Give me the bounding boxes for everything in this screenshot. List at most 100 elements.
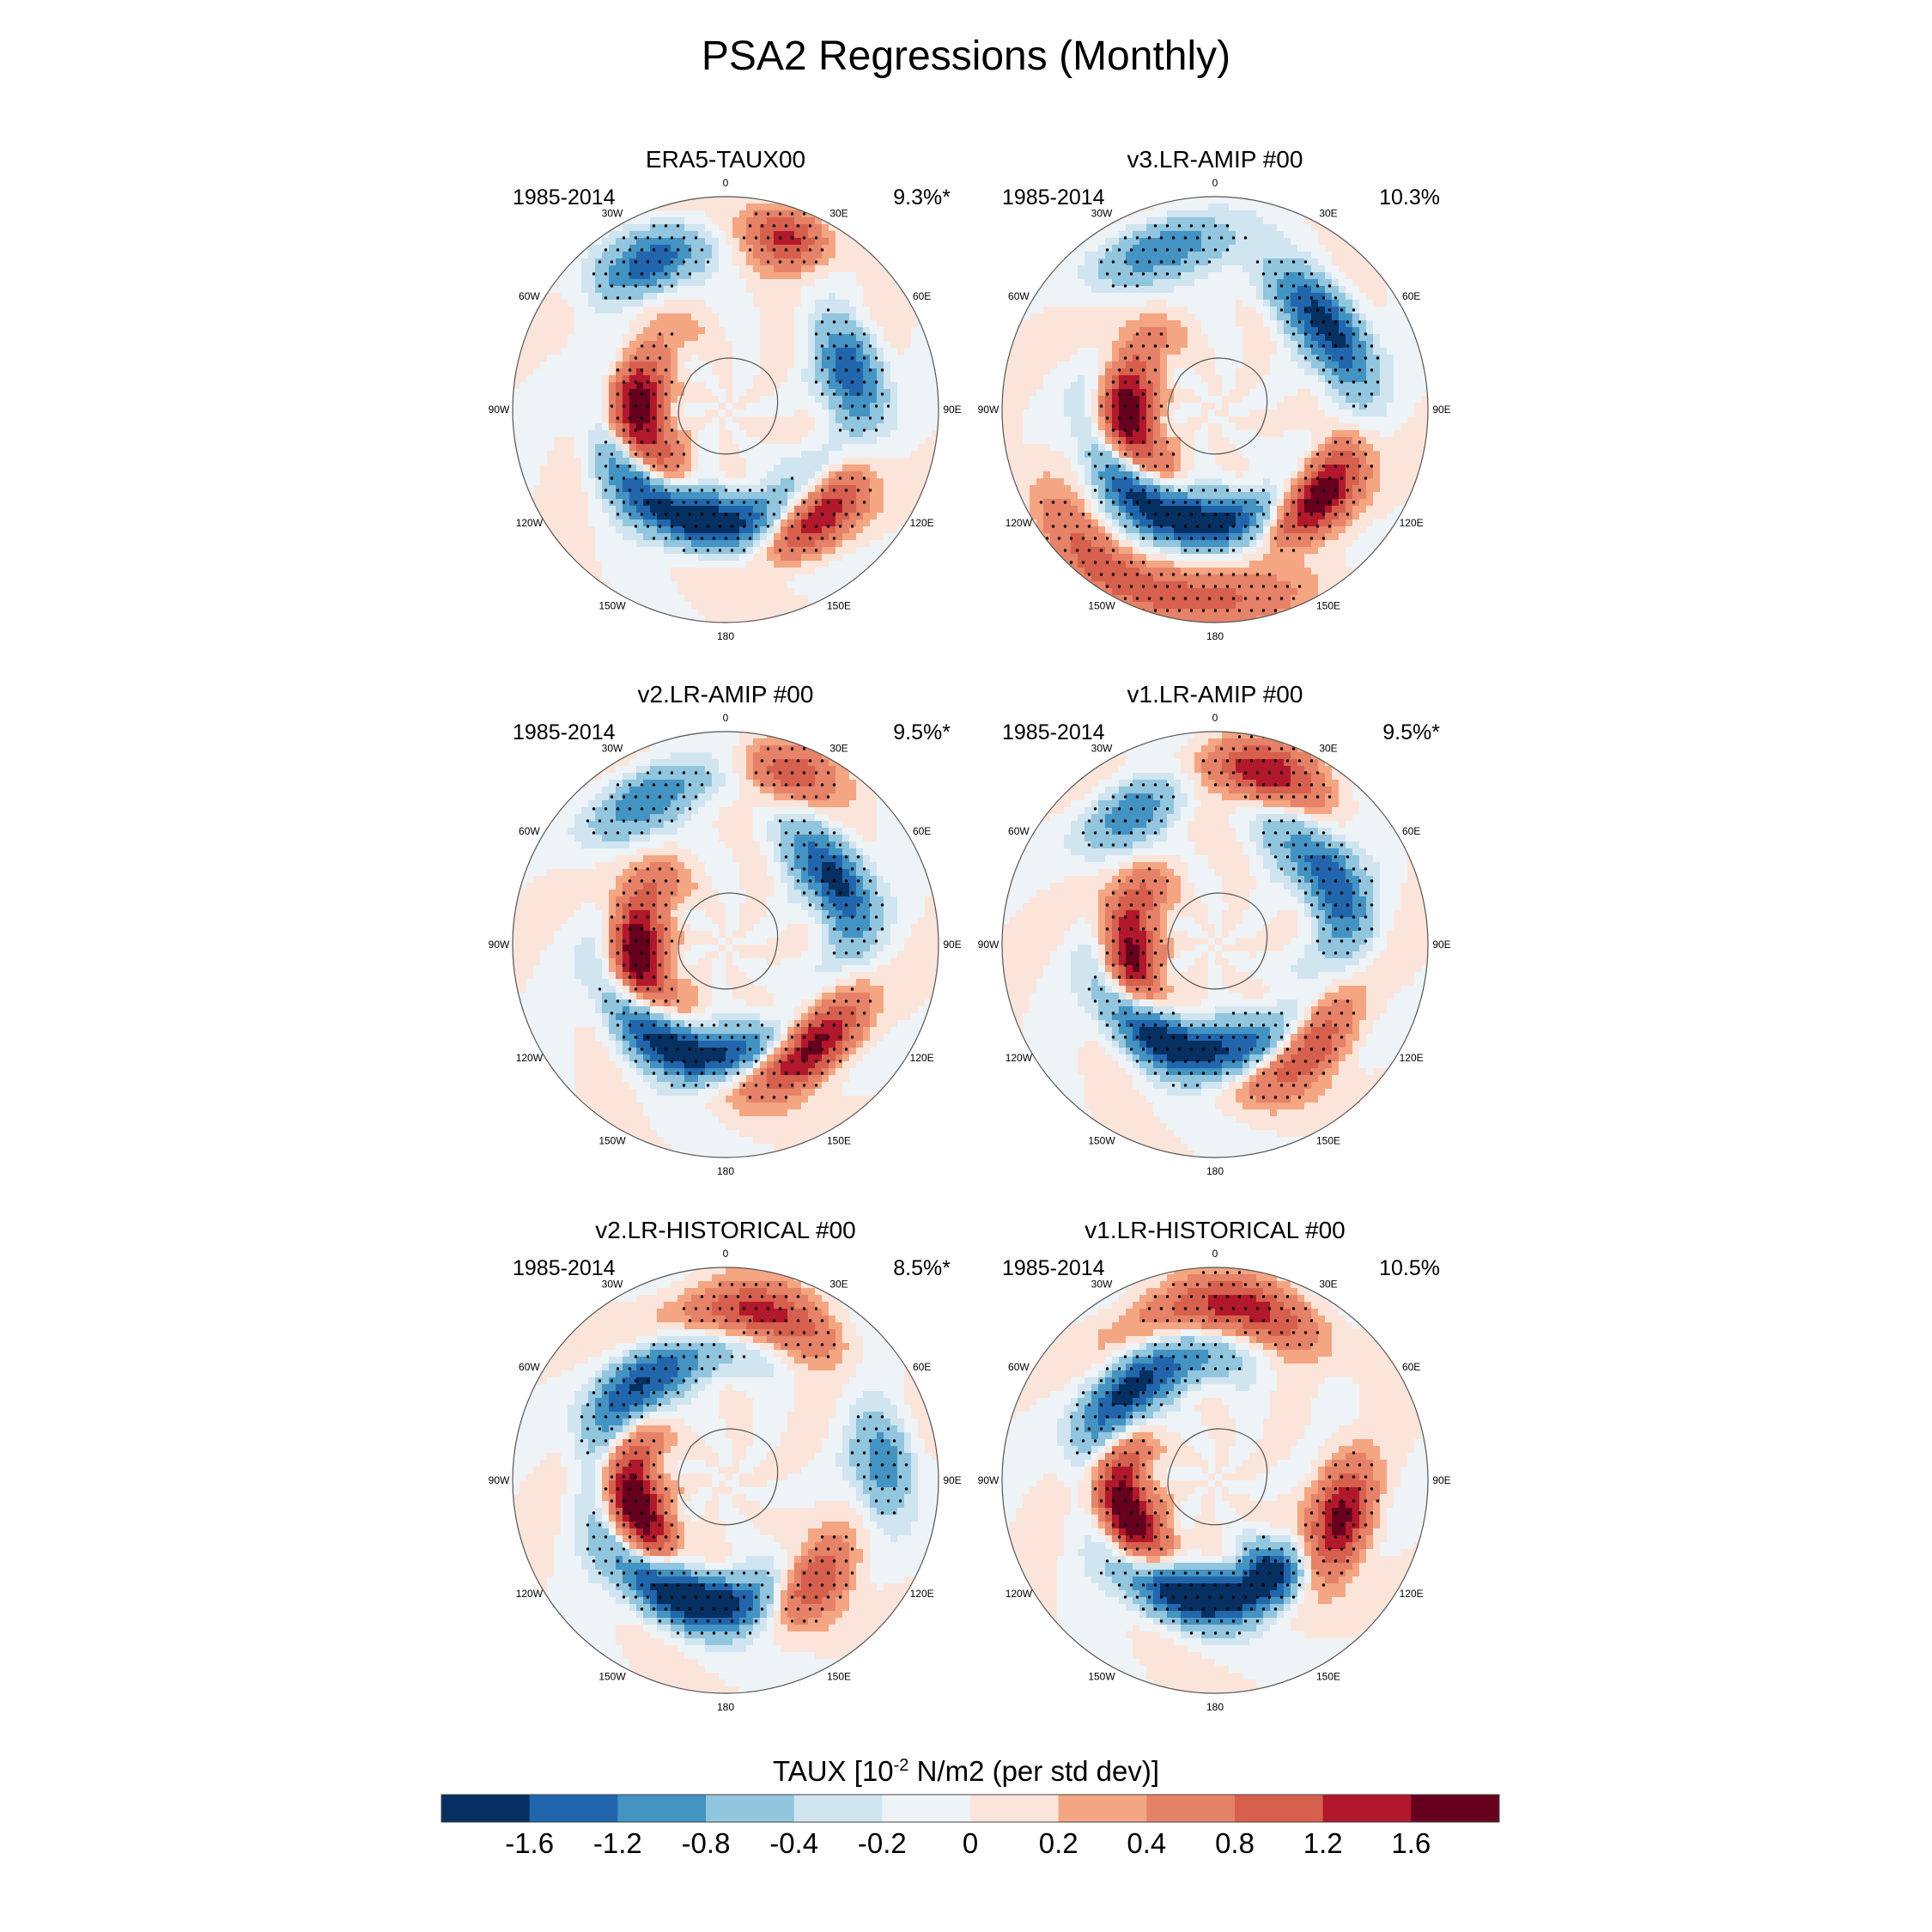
field-cell <box>739 320 747 328</box>
field-cell <box>554 471 562 479</box>
field-cell <box>636 444 644 452</box>
field-cell <box>904 375 912 383</box>
field-cell <box>739 492 747 500</box>
field-cell <box>643 396 651 404</box>
field-cell <box>657 588 665 596</box>
field-cell <box>684 293 692 301</box>
field-cell <box>636 313 644 321</box>
field-cell <box>890 307 898 314</box>
field-cell <box>732 286 740 294</box>
field-cell <box>774 444 781 452</box>
field-cell <box>767 588 775 596</box>
field-cell <box>588 499 596 507</box>
field-cell <box>533 204 541 211</box>
field-cell <box>609 375 617 383</box>
field-cell <box>623 561 630 568</box>
field-cell <box>657 458 665 465</box>
field-cell <box>719 574 726 582</box>
field-cell <box>877 568 884 575</box>
field-cell <box>513 375 520 383</box>
field-cell <box>904 609 912 617</box>
field-cell <box>726 396 733 404</box>
field-cell <box>856 609 864 617</box>
field-cell <box>925 204 933 211</box>
significance-dot <box>850 356 854 360</box>
field-cell <box>636 279 644 287</box>
field-cell <box>856 327 864 335</box>
field-cell <box>719 313 726 321</box>
field-cell <box>856 492 864 500</box>
field-cell <box>629 451 637 459</box>
field-cell <box>1318 197 1326 204</box>
field-cell <box>554 554 562 562</box>
field-cell <box>774 286 781 294</box>
field-cell <box>767 313 775 321</box>
field-cell <box>877 595 884 603</box>
field-cell <box>705 307 713 314</box>
field-cell <box>609 554 617 562</box>
field-cell <box>904 554 912 562</box>
field-cell <box>664 609 671 617</box>
field-cell <box>842 300 850 307</box>
field-cell <box>732 540 740 548</box>
field-cell <box>513 478 520 486</box>
field-cell <box>884 361 891 369</box>
field-cell <box>801 588 809 596</box>
field-cell <box>787 238 795 246</box>
field-cell <box>863 547 871 555</box>
field-cell <box>623 499 630 507</box>
field-cell <box>650 519 658 527</box>
field-cell <box>588 348 596 355</box>
field-cell <box>1325 252 1333 259</box>
field-cell <box>932 602 939 610</box>
field-cell <box>1043 224 1051 232</box>
field-cell <box>664 574 671 582</box>
field-cell <box>932 403 939 410</box>
field-cell <box>870 588 878 596</box>
field-cell <box>629 396 637 404</box>
field-cell <box>918 451 926 459</box>
field-cell <box>911 458 919 465</box>
field-cell <box>849 430 857 438</box>
field-cell <box>574 485 582 493</box>
field-cell <box>870 334 878 342</box>
field-cell <box>705 595 713 603</box>
field-cell <box>835 540 843 548</box>
field-cell <box>732 526 740 534</box>
field-cell <box>925 554 933 562</box>
field-cell <box>918 279 926 287</box>
field-cell <box>629 265 637 273</box>
field-cell <box>568 540 575 548</box>
field-cell <box>856 300 864 307</box>
field-cell <box>842 451 850 459</box>
field-cell <box>877 293 884 301</box>
field-cell <box>753 403 761 410</box>
field-cell <box>629 595 637 603</box>
field-cell <box>677 471 685 479</box>
field-cell <box>1050 279 1058 287</box>
field-cell <box>726 554 733 562</box>
field-cell <box>801 423 809 431</box>
field-cell <box>808 375 816 383</box>
field-cell <box>918 231 926 239</box>
field-cell <box>698 361 706 369</box>
field-cell <box>911 437 919 445</box>
field-cell <box>822 245 829 252</box>
field-cell <box>842 341 850 349</box>
field-cell <box>1284 245 1291 252</box>
field-cell <box>691 320 699 328</box>
field-cell <box>616 430 623 438</box>
field-cell <box>1263 231 1271 239</box>
field-cell <box>822 568 829 575</box>
field-cell <box>719 554 726 562</box>
field-cell <box>925 568 933 575</box>
field-cell <box>801 389 809 397</box>
field-cell <box>739 478 747 486</box>
field-cell <box>767 368 775 376</box>
field-cell <box>623 355 630 362</box>
field-cell <box>877 506 884 513</box>
field-cell <box>897 492 905 500</box>
field-cell <box>643 293 651 301</box>
field-cell <box>671 279 678 287</box>
field-cell <box>1146 217 1154 225</box>
